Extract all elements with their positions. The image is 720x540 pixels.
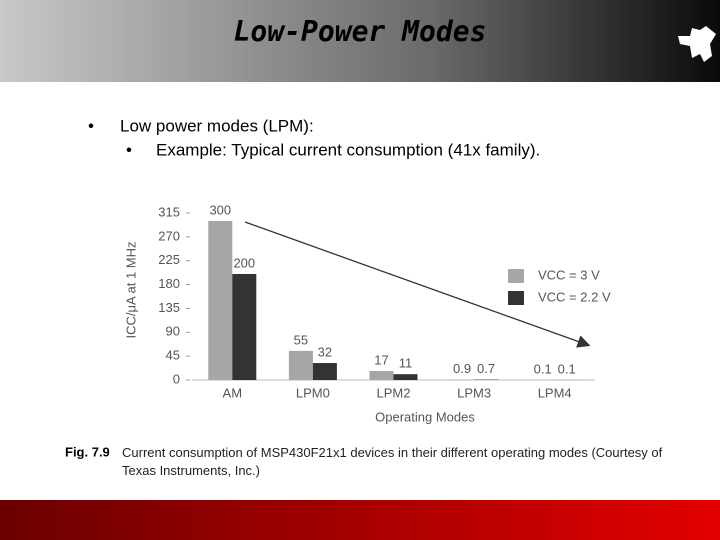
x-tick-label: LPM4 (538, 385, 572, 400)
y-tick-label: 0 (173, 371, 180, 386)
bar (232, 273, 257, 380)
bar (208, 220, 233, 380)
bullet: • (126, 140, 132, 159)
y-tick-label: 90 (166, 324, 180, 339)
logo (678, 26, 716, 62)
data-label: 17 (374, 352, 388, 367)
data-label: 200 (233, 255, 255, 270)
bullet-text: Example: Typical current consumption (41… (156, 140, 540, 159)
header-bar (0, 0, 720, 82)
y-tick-label: 270 (158, 228, 180, 243)
footer-bar (0, 500, 720, 540)
x-tick-label: LPM0 (296, 385, 330, 400)
x-tick-label: LPM2 (377, 385, 411, 400)
data-label: 0.9 (453, 361, 471, 376)
legend-swatch (508, 269, 524, 283)
bar (312, 363, 337, 380)
bar (393, 374, 418, 380)
data-label: 32 (318, 344, 332, 359)
x-tick-label: AM (223, 385, 243, 400)
y-tick-label: 180 (158, 276, 180, 291)
data-label: 300 (209, 202, 231, 217)
y-tick-label: 45 (166, 348, 180, 363)
data-label: 0.1 (558, 361, 576, 376)
legend-label: VCC = 2.2 V (538, 289, 611, 304)
y-axis-label: ICC/μA at 1 MHz (123, 241, 138, 338)
y-tick-label: 225 (158, 252, 180, 267)
y-tick-label: 315 (158, 204, 180, 219)
bullet: • (88, 116, 94, 135)
x-tick-label: LPM3 (457, 385, 491, 400)
caption-text: Current consumption of MSP430F21x1 devic… (122, 445, 663, 478)
bar (369, 370, 394, 380)
slide-title: Low-Power Modes (234, 15, 487, 48)
bullet-text: Low power modes (LPM): (120, 116, 314, 135)
caption-label: Fig. 7.9 (65, 444, 110, 459)
data-label: 0.7 (477, 361, 495, 376)
legend-label: VCC = 3 V (538, 267, 600, 282)
data-label: 0.1 (534, 361, 552, 376)
x-axis-label: Operating Modes (375, 409, 475, 424)
trend-arrow (244, 221, 591, 348)
data-label: 11 (399, 356, 413, 371)
y-tick-label: 135 (158, 300, 180, 315)
bar (288, 350, 313, 380)
data-label: 55 (294, 332, 308, 347)
legend-swatch (508, 291, 524, 305)
caption-box: Current consumption of MSP430F21x1 devic… (122, 445, 663, 478)
